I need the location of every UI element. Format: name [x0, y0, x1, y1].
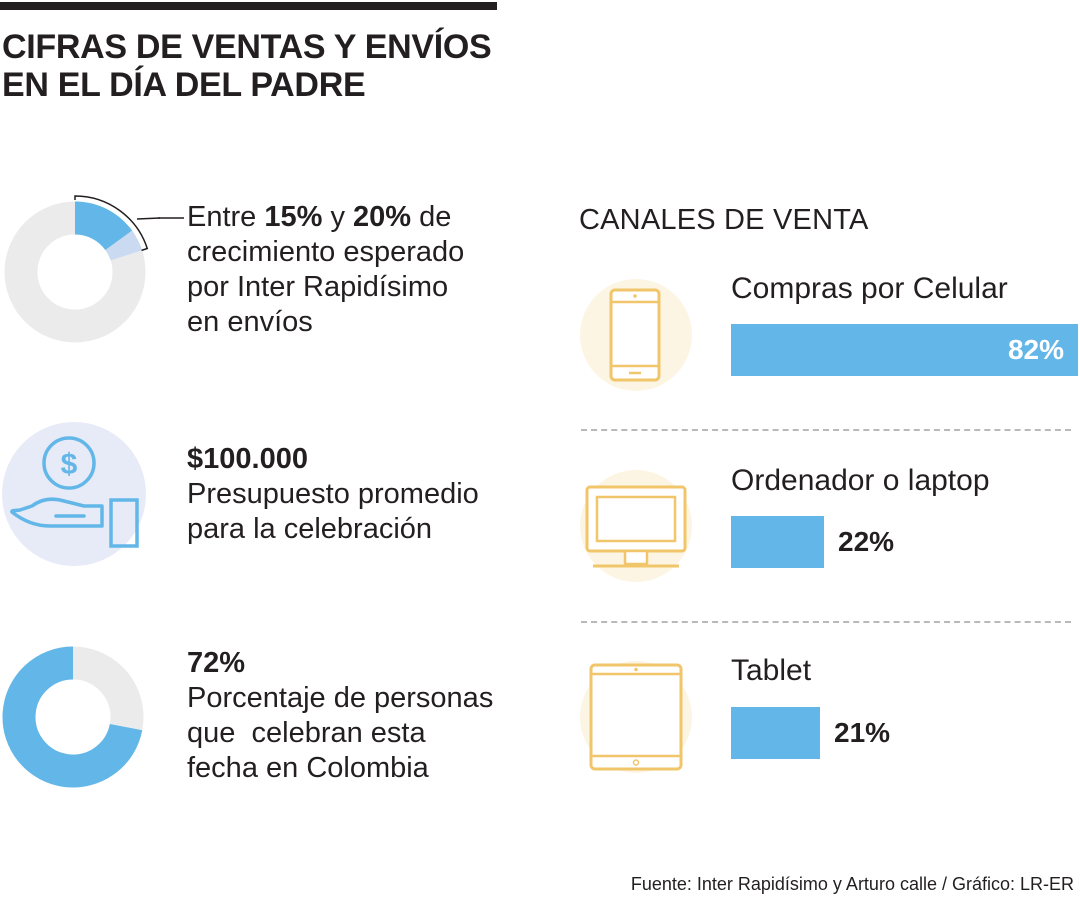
growth-callout-line	[136, 217, 160, 220]
title-line-2: EN EL DÍA DEL PADRE	[2, 66, 366, 104]
channel-bar-phone	[731, 324, 1078, 376]
channel-bar-laptop	[731, 516, 824, 568]
monitor-icon	[580, 470, 692, 582]
channel-divider	[581, 429, 1071, 431]
tablet-icon	[580, 661, 692, 773]
growth-low-value: 15%	[264, 201, 323, 233]
money-hand-icon: $	[2, 422, 146, 566]
growth-donut-high-segment	[104, 230, 143, 262]
growth-donut-chart	[4, 195, 160, 343]
channel-value-phone: 82%	[1007, 334, 1064, 365]
top-rule	[0, 2, 497, 10]
stat-budget-text: $100.000 Presupuesto promedio para la ce…	[187, 442, 537, 547]
source-note: Fuente: Inter Rapidísimo y Arturo calle …	[630, 874, 1074, 894]
stat-celebrate-text: 72% Porcentaje de personas que celebran …	[187, 646, 537, 786]
stat-budget-line-2: Presupuesto promedio	[187, 478, 479, 510]
stat-celebrate-line-4: fecha en Colombia	[187, 752, 429, 784]
channel-value-laptop: 22%	[838, 526, 895, 557]
smartphone-icon	[580, 279, 692, 391]
stat-growth-text: Entre 15% y 20% de crecimiento esperado …	[187, 200, 527, 340]
stat-budget-value: $100.000	[187, 443, 308, 475]
page-title: CIFRAS DE VENTAS Y ENVÍOS EN EL DÍA DEL …	[2, 28, 522, 104]
stat-growth-line-2: crecimiento esperado	[187, 236, 465, 268]
channel-label-phone: Compras por Celular	[731, 272, 1008, 305]
channel-divider	[581, 621, 1071, 623]
svg-text:$: $	[61, 448, 78, 481]
growth-donut-low-segment	[74, 201, 133, 251]
growth-donut-bracket	[74, 195, 149, 252]
channel-bar-tablet	[731, 707, 820, 759]
stat-celebrate-line-3: que celebran esta	[187, 717, 426, 749]
channels-title: CANALES DE VENTA	[579, 204, 869, 236]
growth-high-value: 20%	[353, 201, 412, 233]
celebrate-donut-chart	[2, 646, 144, 788]
stat-budget-line-3: para la celebración	[187, 513, 433, 545]
stat-growth-line-3: por Inter Rapidísimo	[187, 271, 449, 303]
stat-growth-line-1: Entre 15% y 20% de	[187, 201, 452, 233]
callout-connector	[158, 217, 184, 219]
title-line-1: CIFRAS DE VENTAS Y ENVÍOS	[2, 28, 492, 66]
celebrate-donut-value-segment	[2, 646, 143, 788]
stat-celebrate-line-2: Porcentaje de personas	[187, 682, 494, 714]
stat-celebrate-value: 72%	[187, 647, 246, 679]
channel-label-laptop: Ordenador o laptop	[731, 464, 990, 497]
stat-growth-line-4: en envíos	[187, 306, 313, 338]
channel-label-tablet: Tablet	[731, 654, 812, 687]
channel-value-tablet: 21%	[834, 717, 891, 748]
